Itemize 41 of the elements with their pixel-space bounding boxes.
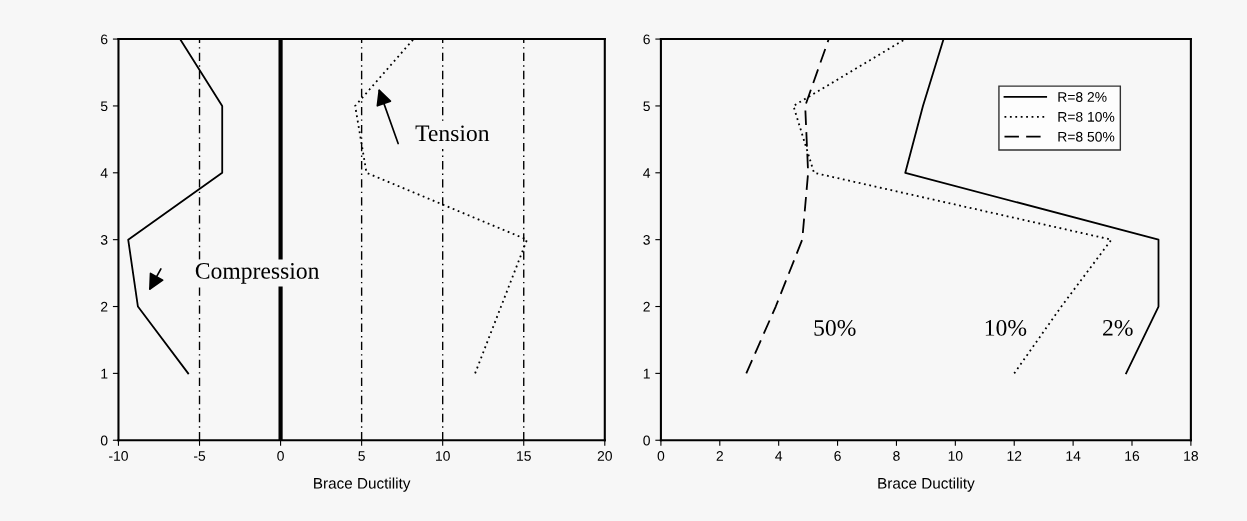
legend-label: R=8 50% [1058,131,1115,142]
annotation: 50% [814,319,856,336]
x-tick-label: 4 [775,451,783,461]
annotation: Tension [415,125,490,142]
x-tick-label: 18 [1184,451,1199,461]
x-tick-label: 16 [1125,451,1140,461]
x-tick-label: 0 [277,451,284,461]
y-tick-label: 1 [643,368,650,379]
y-tick-label: 3 [643,234,650,245]
x-tick-label: 6 [834,451,841,461]
y-tick-label: 0 [100,435,108,446]
x-tick-label: 2 [716,451,723,461]
x-tick-label: -5 [193,451,206,461]
x-tick-label: 5 [358,451,365,461]
y-tick-label: 4 [100,168,108,178]
x-tick-label: 12 [1007,451,1022,461]
annotation: 10% [985,319,1027,336]
y-tick-label: 2 [101,301,108,312]
x-tick-label: 8 [893,451,900,461]
y-tick-label: 4 [643,168,651,178]
x-tick-label: 14 [1066,451,1081,461]
x-tick-label: -10 [109,451,128,461]
y-tick-label: 2 [643,301,650,312]
y-tick-label: 6 [101,34,108,45]
y-tick-label: 5 [643,101,650,112]
legend-label: R=8 10% [1058,111,1115,122]
y-tick-label: 5 [100,101,108,112]
y-tick-label: 6 [643,34,650,45]
x-axis-title: Brace Ductility [314,477,411,492]
x-tick-label: 20 [597,451,612,461]
annotation: Compression [195,263,320,284]
legend-label: R=8 2% [1058,92,1107,102]
annotation: 2% [1103,319,1133,336]
y-tick-label: 1 [101,368,108,379]
x-axis-title: Brace Ductility [878,477,975,492]
y-tick-label: 3 [100,234,108,245]
x-tick-label: 0 [657,451,665,461]
x-tick-label: 10 [948,451,963,461]
x-tick-label: 15 [517,451,531,461]
y-tick-label: 0 [643,435,650,446]
x-tick-label: 10 [436,451,450,461]
